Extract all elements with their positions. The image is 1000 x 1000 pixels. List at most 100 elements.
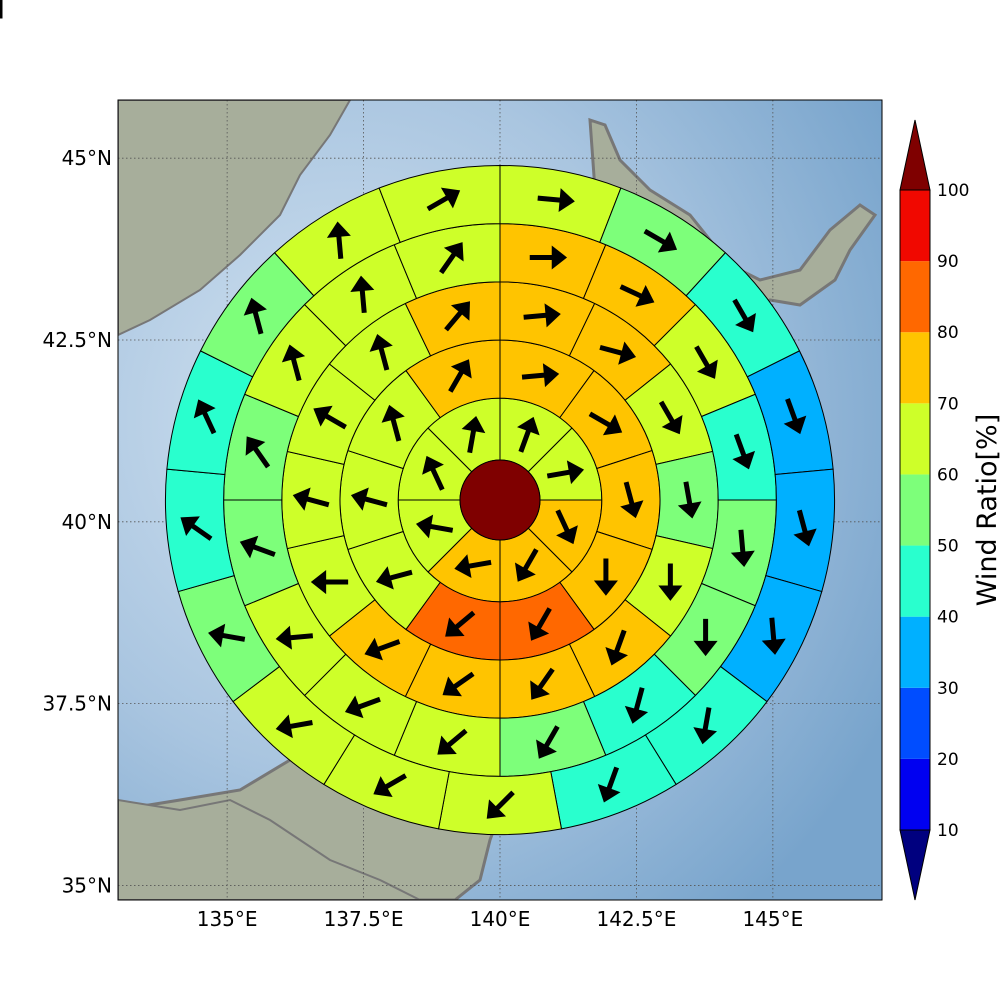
wind-arrow <box>593 558 618 596</box>
wind-arrow <box>448 359 472 393</box>
colorbar-tick-label: 10 <box>937 821 959 841</box>
lat-tick-label: 35°N <box>62 873 112 897</box>
wind-arrow <box>350 487 388 511</box>
wind-arrow <box>588 411 623 436</box>
colorbar-tick-label: 40 <box>937 608 959 628</box>
colorbar-bin <box>900 758 930 830</box>
colorbar-bin <box>900 190 930 262</box>
wind-arrow <box>239 535 276 559</box>
wind-arrow <box>658 400 683 435</box>
wind-arrow <box>730 529 755 567</box>
wind-arrow <box>369 333 393 371</box>
wind-arrow <box>658 563 683 601</box>
colorbar-tick-label: 90 <box>937 252 959 272</box>
colorbar-tick-label: 60 <box>937 465 959 485</box>
wind-arrow <box>517 416 540 453</box>
lon-tick-label: 142.5°E <box>596 907 676 931</box>
wind-arrow <box>426 187 461 212</box>
wind-arrow <box>180 516 213 541</box>
wind-arrow <box>529 245 568 270</box>
map-panel <box>0 0 883 901</box>
colorbar-tick-label: 100 <box>937 181 969 201</box>
colorbar-bin <box>900 687 930 759</box>
ratio-sector <box>765 468 836 593</box>
wind-arrow <box>208 623 246 648</box>
colorbar-tick-label: 80 <box>937 323 959 343</box>
wind-arrow <box>530 667 555 700</box>
wind-arrow <box>461 415 486 454</box>
wind-arrow <box>442 671 475 697</box>
wind-arrow <box>693 707 718 745</box>
wind-arrow <box>732 298 756 333</box>
colorbar: 10 20 30 40 50 60 70 80 90 100 <box>899 119 969 901</box>
wind-arrow <box>694 345 718 379</box>
wind-arrow <box>620 481 644 519</box>
wind-arrow <box>415 514 454 539</box>
colorbar-bin <box>900 403 930 475</box>
wind-arrow <box>243 297 267 335</box>
wind-arrow <box>444 301 471 332</box>
wind-arrow <box>597 766 621 803</box>
wind-arrow <box>732 433 756 470</box>
wind-arrow <box>275 625 314 650</box>
wind-arrow <box>292 487 330 511</box>
colorbar-bin <box>900 474 930 546</box>
wind-arrow <box>619 284 655 307</box>
wind-arrow <box>310 570 349 595</box>
colorbar-tick-label: 70 <box>937 394 959 414</box>
wind-arrow <box>514 548 539 582</box>
wind-arrow <box>364 637 401 661</box>
wind-arrow <box>677 481 702 519</box>
wind-arrow <box>555 509 578 545</box>
wind-arrow <box>454 554 492 578</box>
colorbar-bin <box>900 332 930 404</box>
colorbar-tick-label: 30 <box>937 679 959 699</box>
wind-arrow <box>0 0 3 19</box>
latitude-tick-labels: 45°N 42.5°N 40°N 37.5°N 35°N <box>43 146 113 897</box>
lon-tick-label: 145°E <box>742 907 803 931</box>
lat-tick-label: 42.5°N <box>43 328 113 352</box>
wind-arrow <box>528 607 552 641</box>
lon-tick-label: 137.5°E <box>324 907 404 931</box>
wind-arrow <box>313 405 347 430</box>
wind-arrows <box>0 0 817 819</box>
wind-arrow <box>537 188 575 213</box>
colorbar-under-extension <box>899 829 931 901</box>
wind-arrow <box>624 687 649 724</box>
lat-tick-label: 45°N <box>62 146 112 170</box>
wind-arrow <box>275 714 313 739</box>
wind-arrow <box>193 399 217 435</box>
wind-arrow <box>281 344 306 382</box>
colorbar-tick-label: 20 <box>937 750 959 770</box>
wind-arrow <box>445 610 476 637</box>
colorbar-bin <box>900 261 930 333</box>
wind-arrow <box>439 242 464 275</box>
longitude-tick-labels: 135°E 137.5°E 140°E 142.5°E 145°E <box>197 907 804 931</box>
west-japan-land <box>118 798 421 900</box>
colorbar-title: Wind Ratio[%] <box>972 414 1000 606</box>
wind-arrow <box>605 629 629 666</box>
wind-arrow <box>350 275 375 314</box>
map-frame <box>117 99 883 901</box>
wind-arrow <box>344 695 381 719</box>
lon-tick-label: 135°E <box>197 907 258 931</box>
wind-arrow <box>521 363 560 388</box>
wind-arrow <box>546 460 585 485</box>
wind-arrow <box>523 303 561 328</box>
wind-arrow <box>793 509 817 547</box>
wind-arrow <box>245 436 271 469</box>
center-disc <box>459 459 541 541</box>
colorbar-over-extension <box>899 119 931 191</box>
wind-arrow <box>373 773 407 797</box>
lat-tick-label: 37.5°N <box>43 692 113 716</box>
wind-arrow <box>375 566 413 590</box>
wind-arrow <box>693 618 718 657</box>
wind-arrow <box>643 228 678 253</box>
wind-arrow <box>326 221 351 259</box>
lon-tick-label: 140°E <box>470 907 531 931</box>
wind-arrow <box>381 404 405 442</box>
wind-arrow <box>783 398 807 435</box>
colorbar-bin <box>900 616 930 688</box>
wind-arrow <box>486 790 515 819</box>
